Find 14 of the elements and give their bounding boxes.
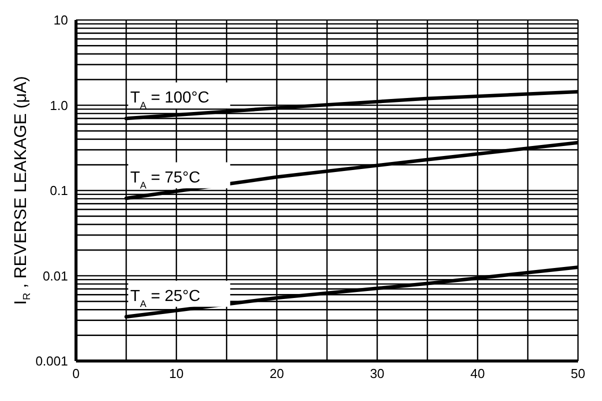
y-tick-label: 10: [54, 12, 68, 28]
y-tick-label: 0.01: [42, 268, 68, 284]
x-tick-label: 40: [470, 366, 485, 382]
series-label: T$_{A}$ = 25°C: [130, 288, 200, 310]
x-tick-label: 50: [570, 366, 586, 382]
series-label: T$_{A}$ = 75°C: [130, 169, 200, 191]
x-tick-label: 10: [169, 366, 184, 382]
x-tick-label: 0: [72, 366, 80, 382]
x-tick-label: 30: [370, 366, 384, 382]
x-tick-label: 20: [270, 366, 284, 382]
y-tick-label: 0.001: [35, 354, 68, 369]
y-tick-label: 1.0: [50, 98, 68, 113]
y-tick-label: 0.1: [50, 183, 68, 198]
series-label: T$_{A}$ = 100°C: [130, 89, 210, 111]
